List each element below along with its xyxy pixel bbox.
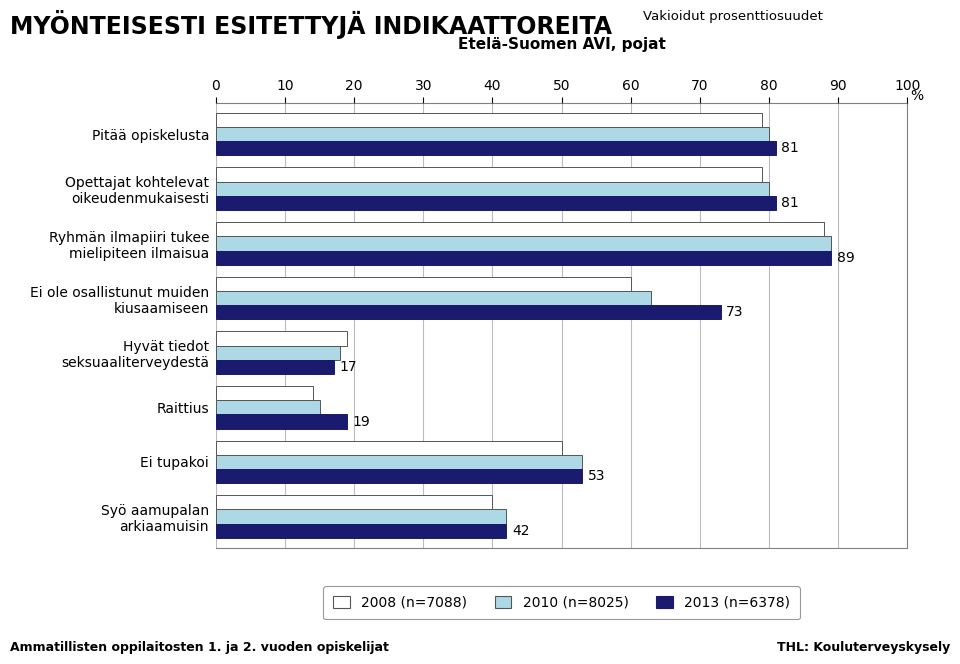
Text: 19: 19 [353,414,371,428]
Text: Vakioidut prosenttiosuudet: Vakioidut prosenttiosuudet [643,10,823,23]
Text: THL: Kouluterveyskysely: THL: Kouluterveyskysely [778,641,950,654]
Bar [216,141,776,155]
Bar [216,196,776,210]
Bar [216,167,762,182]
Bar [216,360,333,374]
Bar [216,345,341,360]
Bar [216,414,348,428]
Bar [216,400,320,414]
Bar [216,495,492,509]
Bar [216,469,583,483]
Text: 17: 17 [339,360,357,374]
Text: 89: 89 [837,250,854,265]
Bar [216,305,721,319]
Bar [216,291,652,305]
Text: 53: 53 [588,469,606,483]
Bar [216,455,583,469]
Text: Etelä-Suomen AVI, pojat: Etelä-Suomen AVI, pojat [458,37,665,52]
Bar [216,182,769,196]
Bar [216,509,506,524]
Text: Ammatillisten oppilaitosten 1. ja 2. vuoden opiskelijat: Ammatillisten oppilaitosten 1. ja 2. vuo… [10,641,389,654]
Bar [216,127,769,141]
Text: 42: 42 [512,524,529,538]
Bar [216,331,348,345]
Text: 73: 73 [726,305,744,319]
Text: 81: 81 [781,141,799,155]
Bar [216,222,825,236]
Bar [216,524,506,538]
Bar [216,113,762,127]
Bar [216,441,562,455]
Bar [216,277,631,291]
Text: 81: 81 [781,196,799,210]
Text: MYÖNTEISESTI ESITETTYJÄ INDIKAATTOREITA: MYÖNTEISESTI ESITETTYJÄ INDIKAATTOREITA [10,10,612,39]
Bar [216,250,831,265]
Bar [216,386,313,400]
Text: %: % [911,89,924,103]
Legend: 2008 (n=7088), 2010 (n=8025), 2013 (n=6378): 2008 (n=7088), 2010 (n=8025), 2013 (n=63… [324,586,800,620]
Bar [216,236,831,250]
